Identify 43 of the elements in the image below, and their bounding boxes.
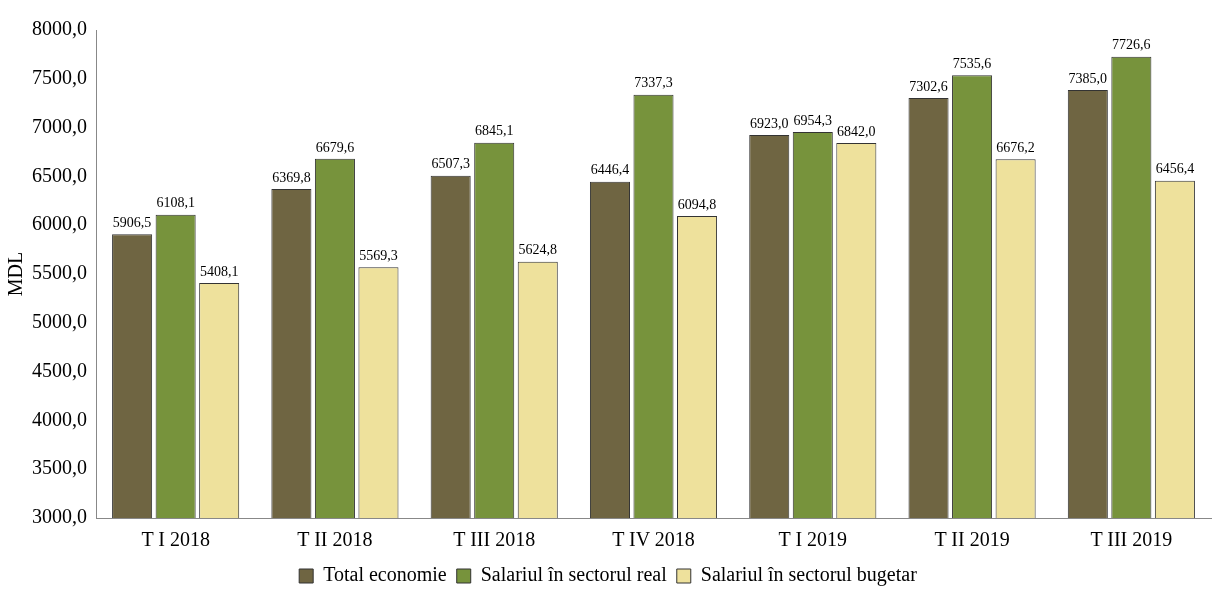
y-tick-label: 5500,0	[32, 261, 87, 284]
data-label: 5569,3	[359, 247, 398, 263]
data-label: 7385,0	[1068, 70, 1108, 86]
data-label: 6923,0	[750, 115, 789, 131]
data-label: 6094,8	[677, 196, 717, 212]
x-tick-label: T I 2018	[141, 528, 210, 551]
y-tick-label: 7000,0	[32, 114, 87, 137]
legend-label: Total economie	[323, 563, 447, 586]
x-tick-label: T IV 2018	[612, 528, 695, 551]
x-tick-label: T II 2018	[297, 528, 373, 551]
x-tick-label: T I 2019	[778, 528, 848, 551]
y-tick-label: 3500,0	[32, 456, 87, 479]
data-label: 5906,5	[112, 215, 152, 230]
data-label: 5408,1	[199, 263, 239, 279]
y-tick-label: 4500,0	[32, 358, 87, 381]
data-label: 6446,4	[590, 162, 630, 178]
data-label: 7337,3	[634, 75, 673, 91]
data-label: 6456,4	[1155, 161, 1195, 177]
y-tick-label: 7500,0	[32, 66, 87, 89]
y-tick-label: 3000,0	[32, 505, 87, 528]
data-label: 7535,6	[952, 56, 992, 71]
legend-label: Salariul în sectorul real	[480, 563, 668, 586]
y-tick-label: 8000,0	[32, 17, 87, 40]
data-label: 6679,6	[315, 139, 355, 155]
x-tick-label: T II 2019	[934, 528, 1010, 551]
y-tick-label: 5000,0	[32, 310, 87, 333]
y-tick-label: 6500,0	[32, 163, 87, 186]
y-axis-title: MDL	[4, 251, 27, 297]
data-label: 5624,8	[518, 242, 557, 258]
data-label: 7726,6	[1112, 37, 1151, 53]
x-tick-label: T III 2019	[1090, 528, 1173, 551]
x-tick-label: T III 2018	[453, 528, 536, 551]
data-label: 6507,3	[431, 156, 470, 172]
y-tick-label: 4000,0	[32, 407, 87, 430]
data-label: 6676,2	[996, 139, 1035, 155]
data-label: 6954,3	[793, 112, 833, 128]
y-tick-label: 6000,0	[32, 212, 87, 235]
data-label: 6369,8	[272, 169, 311, 185]
data-label: 6845,1	[474, 123, 514, 139]
legend-label: Salariul în sectorul bugetar	[700, 563, 918, 587]
data-label: 7302,6	[909, 78, 948, 94]
data-label: 6108,1	[156, 195, 195, 211]
data-label: 6842,0	[837, 123, 876, 139]
